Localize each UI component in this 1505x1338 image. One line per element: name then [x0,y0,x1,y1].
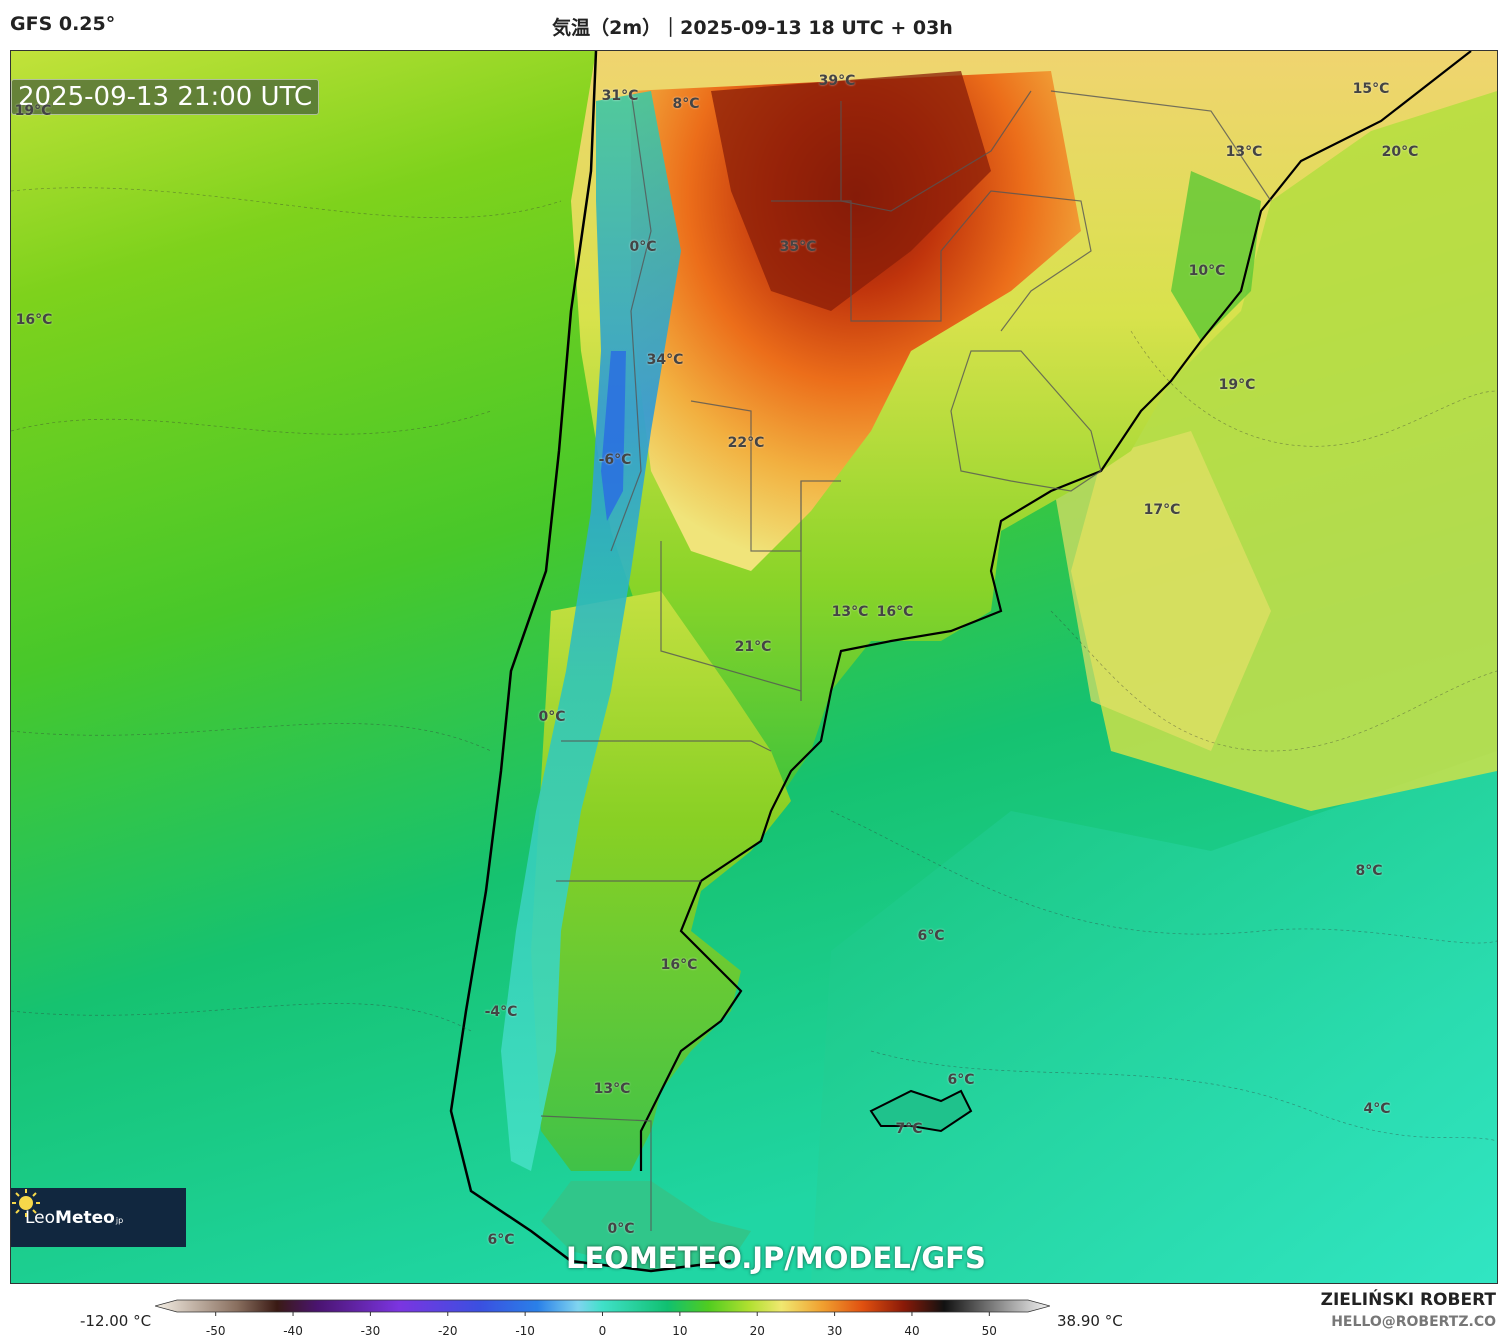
author-email: HELLO@ROBERTZ.CO [1331,1314,1496,1330]
colorbar-tick-label: -10 [515,1324,535,1338]
temp-label: 19°C [14,103,52,119]
temp-label: 21°C [734,639,772,655]
colorbar-tick-label: -40 [283,1324,303,1338]
temp-label: 0°C [629,239,657,255]
temp-label: 7°C [895,1121,923,1137]
temp-label: 39°C [818,73,856,89]
andes-coldest-core [601,351,626,521]
chart-title: 気温（2m）｜2025-09-13 18 UTC + 03h [552,17,953,39]
andes-cold-band [501,91,681,1171]
colorbar-tick-label: -30 [360,1324,381,1338]
temp-label: 35°C [779,239,817,255]
map-canvas [11,51,1497,1283]
model-name: GFS 0.25° [10,13,116,35]
colorbar-tick-label: 30 [826,1324,843,1338]
isotherms [11,187,1497,1142]
temp-label: 8°C [1355,863,1383,879]
temp-label: 6°C [917,928,945,944]
temp-label: 34°C [646,352,684,368]
temp-label: 0°C [538,709,566,725]
author-credit: ZIELIŃSKI ROBERT [1320,1290,1496,1310]
temp-label: 22°C [727,435,765,451]
colorbar-tick-label: 40 [904,1324,920,1338]
sun-icon [12,1189,40,1217]
colorbar-tick-label: 50 [981,1324,997,1338]
temp-label: 16°C [15,312,53,328]
temp-label: -6°C [598,452,632,468]
valid-time-box: 2025-09-13 21:00 UTC [11,79,320,115]
atlantic-coastline [639,51,1472,1171]
colorbar-tick-label: -20 [437,1324,458,1338]
temp-label: 31°C [601,88,639,104]
colorbar [155,1299,1050,1316]
temp-label: -4°C [484,1004,518,1020]
colorbar-tick-label: 0 [598,1324,607,1338]
hottest-region [711,71,991,311]
temperature-map: 2025-09-13 21:00 UTC 39°C 31°C 8°C 19°C … [10,50,1498,1284]
highland-cool-brazil [1171,171,1261,341]
logo-text-suffix: jp [115,1216,124,1225]
temp-label: 13°C [1225,144,1263,160]
temp-label: 6°C [947,1072,975,1088]
south-atlantic-field [811,751,1497,1283]
temp-label: 6°C [487,1232,515,1248]
temp-label: 8°C [672,96,700,112]
colorbar-tick-label: 20 [749,1324,765,1338]
temp-label: 20°C [1381,144,1419,160]
temp-label: 16°C [660,957,698,973]
temp-label: 4°C [1363,1101,1391,1117]
colorbar-min-label: -12.00 °C [80,1312,152,1330]
temp-label: 16°C [876,604,914,620]
pacific-coastline [449,51,732,1273]
temp-label: 0°C [607,1221,635,1237]
colorbar-tick-label: 10 [672,1324,688,1338]
land-tierra-del-fuego [541,1181,751,1271]
temp-label: 13°C [593,1081,631,1097]
temp-label: 15°C [1352,81,1390,97]
colorbar-max-label: 38.90 °C [1057,1312,1123,1330]
logo-text-leo: Leo [25,1207,56,1228]
leometeo-logo: Leo Meteo jp [11,1188,186,1247]
colorbar-tick-label: -50 [205,1324,226,1338]
temp-label: 19°C [1218,377,1256,393]
warm-eddy-field [1051,431,1271,751]
model-url-watermark: LEOMETEO.JP/MODEL/GFS [566,1241,986,1275]
falkland-islands [869,1089,973,1133]
temp-label: 17°C [1143,502,1181,518]
temp-label: 10°C [1188,263,1226,279]
temp-label: 13°C [831,604,869,620]
political-borders [540,90,1272,1231]
logo-text-meteo: Meteo [55,1207,115,1228]
